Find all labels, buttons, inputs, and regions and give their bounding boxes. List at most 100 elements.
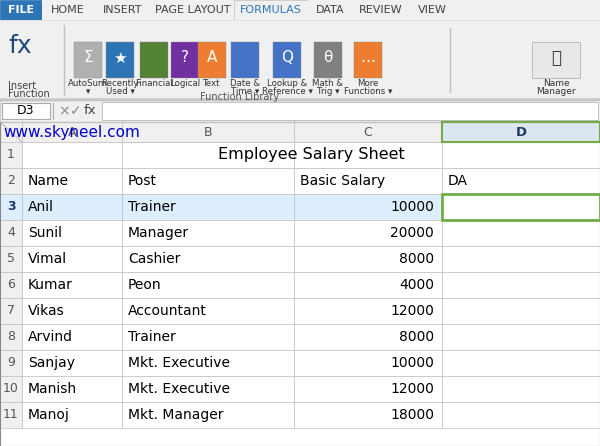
- Text: DATA: DATA: [316, 5, 344, 15]
- Bar: [102, 102, 598, 120]
- Text: Mkt. Executive: Mkt. Executive: [128, 382, 230, 396]
- Bar: [122, 194, 294, 220]
- Bar: [294, 168, 442, 194]
- Bar: [294, 272, 442, 298]
- Text: θ: θ: [323, 50, 332, 66]
- Bar: [22, 142, 122, 168]
- Text: Function Library: Function Library: [200, 92, 280, 102]
- Bar: [22, 402, 122, 428]
- Bar: [0, 402, 22, 428]
- Bar: [22, 168, 122, 194]
- Text: fx: fx: [8, 33, 32, 58]
- Bar: [0, 376, 22, 402]
- Text: A: A: [207, 50, 217, 66]
- Text: HOME: HOME: [51, 5, 85, 15]
- Bar: [442, 194, 600, 220]
- Text: Manish: Manish: [28, 382, 77, 396]
- Text: Mkt. Manager: Mkt. Manager: [128, 408, 223, 422]
- Text: DA: DA: [448, 174, 468, 188]
- Bar: [294, 220, 442, 246]
- Bar: [122, 168, 294, 194]
- Text: VIEW: VIEW: [418, 5, 446, 15]
- Text: 10: 10: [3, 383, 19, 396]
- Text: AutoSum: AutoSum: [68, 79, 107, 88]
- Bar: [122, 376, 294, 402]
- Text: Employee Salary Sheet: Employee Salary Sheet: [218, 148, 404, 162]
- Bar: [442, 350, 600, 376]
- Bar: [0, 142, 22, 168]
- Bar: [442, 402, 600, 428]
- Text: Vikas: Vikas: [28, 304, 65, 318]
- Bar: [0, 100, 600, 122]
- Bar: [22, 122, 122, 142]
- Bar: [0, 20, 600, 21]
- Bar: [22, 272, 122, 298]
- Bar: [532, 42, 580, 78]
- Text: Used ▾: Used ▾: [106, 87, 134, 96]
- Bar: [122, 350, 294, 376]
- Text: Manoj: Manoj: [28, 408, 70, 422]
- Text: ✓: ✓: [70, 104, 82, 118]
- Text: 12000: 12000: [390, 382, 434, 396]
- Bar: [22, 194, 122, 220]
- Bar: [122, 220, 294, 246]
- Bar: [122, 324, 294, 350]
- Bar: [106, 42, 134, 78]
- Bar: [294, 122, 442, 142]
- Text: Trainer: Trainer: [128, 200, 176, 214]
- Text: 1: 1: [7, 149, 15, 161]
- Bar: [442, 122, 600, 142]
- Bar: [171, 42, 199, 78]
- Text: Kumar: Kumar: [28, 278, 73, 292]
- Bar: [94, 0, 152, 20]
- Bar: [122, 402, 294, 428]
- Bar: [2, 103, 50, 119]
- Text: Anil: Anil: [28, 200, 54, 214]
- Text: Trig ▾: Trig ▾: [317, 87, 339, 96]
- Text: FILE: FILE: [8, 5, 34, 15]
- Bar: [442, 168, 600, 194]
- Text: D: D: [515, 125, 527, 139]
- Bar: [22, 220, 122, 246]
- Text: Mkt. Executive: Mkt. Executive: [128, 356, 230, 370]
- Text: Σ: Σ: [83, 50, 93, 66]
- Bar: [294, 142, 442, 168]
- Text: Functions ▾: Functions ▾: [344, 87, 392, 96]
- Text: 2: 2: [7, 174, 15, 187]
- Bar: [152, 0, 234, 20]
- Text: Time ▾: Time ▾: [231, 87, 259, 96]
- Text: ▾: ▾: [86, 87, 90, 96]
- Bar: [42, 0, 94, 20]
- Text: 8000: 8000: [399, 330, 434, 344]
- Bar: [0, 0, 42, 20]
- Text: 8000: 8000: [399, 252, 434, 266]
- Bar: [0, 122, 600, 446]
- Bar: [122, 298, 294, 324]
- Bar: [234, 0, 308, 20]
- Text: Math &: Math &: [313, 79, 343, 88]
- Bar: [0, 220, 22, 246]
- Bar: [294, 350, 442, 376]
- Bar: [22, 376, 122, 402]
- Bar: [140, 42, 168, 78]
- Text: 4: 4: [7, 227, 15, 240]
- Text: Reference ▾: Reference ▾: [262, 87, 313, 96]
- Text: …: …: [361, 50, 376, 66]
- Bar: [294, 298, 442, 324]
- Bar: [294, 246, 442, 272]
- Text: Accountant: Accountant: [128, 304, 207, 318]
- Bar: [0, 168, 22, 194]
- Bar: [74, 42, 102, 78]
- Bar: [22, 142, 600, 168]
- Bar: [273, 42, 301, 78]
- Bar: [442, 324, 600, 350]
- Text: Arvind: Arvind: [28, 330, 73, 344]
- Text: More: More: [358, 79, 379, 88]
- Bar: [198, 42, 226, 78]
- Text: fx: fx: [84, 104, 97, 117]
- Bar: [442, 376, 600, 402]
- Text: Manager: Manager: [128, 226, 189, 240]
- Bar: [308, 0, 352, 20]
- Text: www.skyneel.com: www.skyneel.com: [3, 124, 140, 140]
- Text: 10000: 10000: [390, 200, 434, 214]
